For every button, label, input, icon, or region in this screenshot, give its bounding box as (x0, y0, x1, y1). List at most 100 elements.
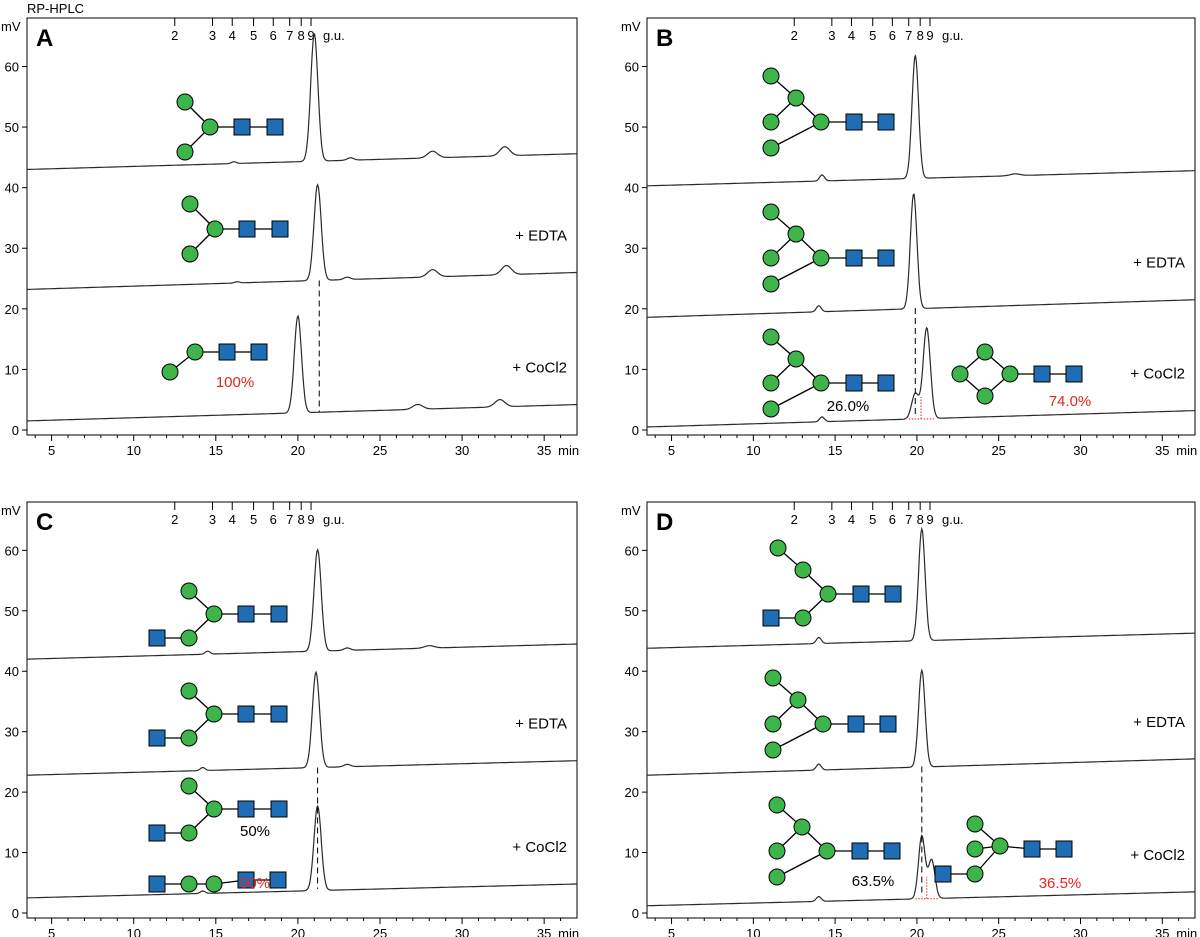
mannose-circle (180, 582, 198, 600)
gu-tick-label: 8 (917, 28, 924, 43)
mannose-circle (794, 609, 812, 627)
figure-title: RP-HPLC (27, 1, 84, 16)
glycan-bond (776, 850, 828, 878)
chromatogram-trace-1 (27, 547, 578, 660)
mannose-circle (180, 875, 198, 893)
y-tick-label: 50 (5, 604, 19, 619)
percentage-annotation: 50% (240, 823, 270, 840)
mannose-circle (976, 387, 994, 405)
mannose-circle (1001, 365, 1019, 383)
glcnac-square (851, 842, 869, 860)
mannose-circle (762, 249, 780, 267)
trace-label: + EDTA (515, 227, 567, 244)
x-tick-label: 10 (746, 443, 760, 458)
mannose-circle (180, 777, 198, 795)
glcnac-square (877, 249, 895, 267)
gu-tick-label: 5 (869, 28, 876, 43)
mannose-circle (205, 705, 223, 723)
y-tick-label: 0 (12, 906, 19, 921)
gu-tick-label: 2 (171, 512, 178, 527)
mannose-circle (794, 561, 812, 579)
chromatogram-trace-1 (646, 526, 1195, 649)
mannose-circle (762, 113, 780, 131)
mannose-circle (205, 875, 223, 893)
trace-label: + CoCl2 (1130, 847, 1185, 864)
mannose-circle (176, 143, 194, 161)
x-tick-label: 15 (209, 926, 223, 937)
panel-letter: D (656, 509, 673, 536)
gu-label: g.u. (942, 28, 964, 43)
gu-tick-label: 4 (229, 28, 236, 43)
glcnac-square (852, 585, 870, 603)
gu-tick-label: 7 (286, 512, 293, 527)
gu-tick-label: 5 (869, 512, 876, 527)
mannose-circle (966, 840, 984, 858)
gu-tick-label: 6 (270, 28, 277, 43)
y-tick-label: 10 (625, 846, 639, 861)
y-tick-label: 30 (625, 241, 639, 256)
x-tick-label: 15 (828, 926, 842, 937)
chromatogram-trace-2 (27, 670, 577, 776)
gu-label: g.u. (323, 28, 345, 43)
chromatogram-trace-1 (26, 32, 577, 171)
y-tick-label: 0 (632, 423, 639, 438)
glycan-structure (762, 539, 902, 627)
mannose-circle (180, 629, 198, 647)
mannose-circle (181, 195, 199, 213)
glycan-structure (148, 682, 288, 747)
chromatogram-trace-3 (27, 804, 577, 899)
glycan-structure (768, 796, 901, 886)
glycan-structure (176, 93, 284, 161)
mannose-circle (186, 343, 204, 361)
percentage-annotation: 100% (216, 374, 254, 391)
glcnac-square (148, 629, 166, 647)
x-tick-label: 30 (455, 443, 469, 458)
chromatogram-trace-2 (647, 668, 1195, 776)
mannose-circle (976, 343, 994, 361)
y-tick-label: 60 (625, 59, 639, 74)
mannose-circle (206, 220, 224, 238)
x-tick-label: 10 (746, 926, 760, 937)
glcnac-square (877, 374, 895, 392)
x-tick-label: 25 (373, 443, 387, 458)
gu-label: g.u. (942, 512, 964, 527)
glycan-structure (181, 195, 289, 263)
mannose-circle (180, 682, 198, 700)
x-tick-label: 10 (126, 926, 140, 937)
x-tick-label: 35 (537, 443, 551, 458)
mannose-circle (812, 249, 830, 267)
mannose-circle (819, 585, 837, 603)
y-tick-label: 60 (625, 543, 639, 558)
x-axis-label: min (1176, 443, 1197, 458)
x-tick-label: 35 (1155, 443, 1169, 458)
trace-label: + CoCl2 (512, 360, 567, 377)
gu-tick-label: 6 (270, 512, 277, 527)
mannose-circle (793, 818, 811, 836)
chromatogram-trace-3 (27, 314, 577, 422)
glcnac-square (237, 705, 255, 723)
glcnac-square (233, 118, 251, 136)
y-tick-label: 0 (632, 906, 639, 921)
trace-label: + CoCl2 (512, 839, 567, 856)
mannose-circle (762, 328, 780, 346)
gu-tick-label: 3 (828, 28, 835, 43)
x-tick-label: 15 (828, 443, 842, 458)
x-tick-label: 25 (991, 443, 1005, 458)
glycan-structure (951, 343, 1083, 405)
x-tick-label: 25 (373, 926, 387, 937)
y-tick-label: 30 (5, 725, 19, 740)
y-tick-label: 20 (625, 785, 639, 800)
glcnac-square (238, 220, 256, 238)
glcnac-square (845, 113, 863, 131)
glcnac-square (270, 705, 288, 723)
gu-tick-label: 7 (286, 28, 293, 43)
gu-tick-label: 6 (889, 28, 896, 43)
mannose-circle (787, 89, 805, 107)
glcnac-square (884, 585, 902, 603)
x-tick-label: 35 (537, 926, 551, 937)
glcnac-square (1065, 365, 1083, 383)
trace-label: + EDTA (515, 716, 567, 733)
mannose-circle (762, 203, 780, 221)
